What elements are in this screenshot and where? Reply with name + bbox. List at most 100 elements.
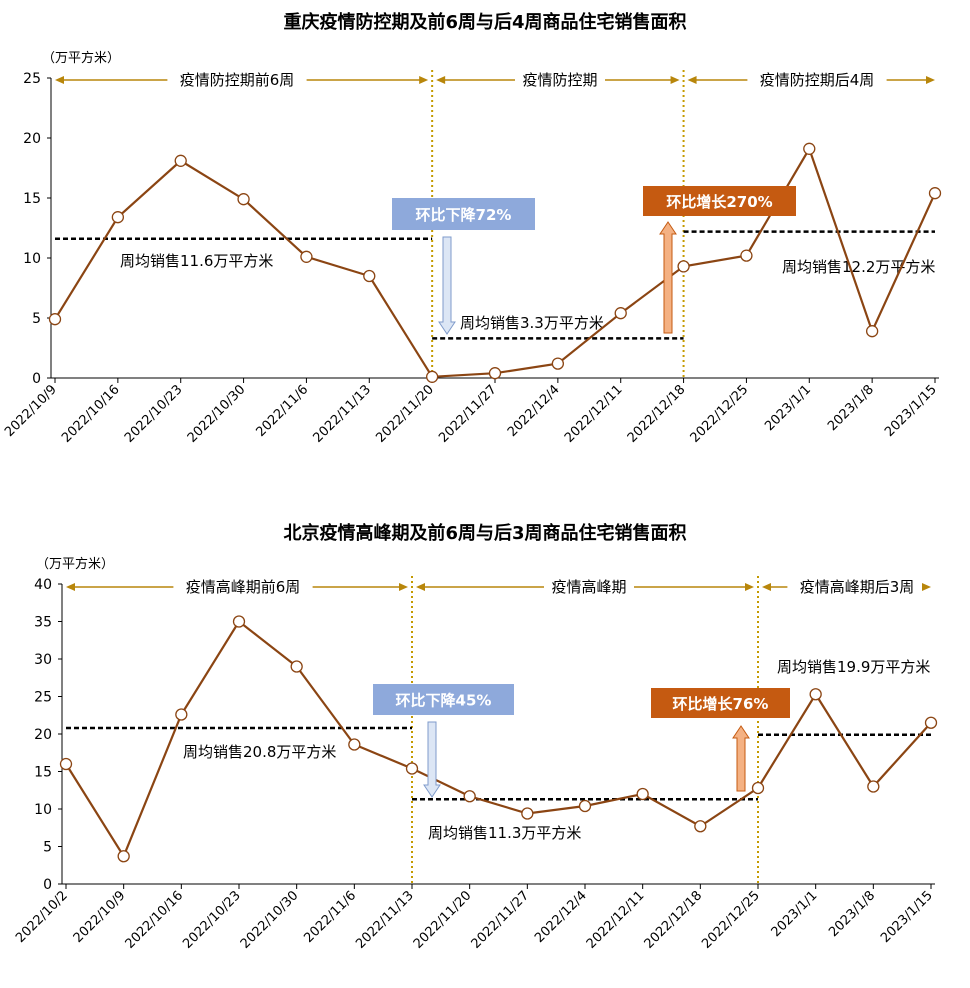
x-tick-label: 2022/12/11 xyxy=(584,888,648,952)
data-point xyxy=(59,757,73,771)
y-tick-label: 30 xyxy=(34,652,52,668)
x-tick-label: 2022/12/18 xyxy=(642,888,706,952)
data-point xyxy=(300,250,313,263)
change-box-down xyxy=(373,684,514,715)
data-point xyxy=(578,799,592,813)
average-label: 周均销售11.6万平方米 xyxy=(120,252,273,270)
x-tick-label: 2022/10/9 xyxy=(2,382,60,440)
x-tick-label: 2022/10/30 xyxy=(185,382,249,446)
period-arrowhead-left xyxy=(687,76,697,84)
data-point xyxy=(348,738,361,751)
period-arrowhead-right xyxy=(926,76,935,84)
x-tick-label: 2022/12/4 xyxy=(505,382,563,440)
x-tick-label: 2023/1/15 xyxy=(878,888,936,946)
chongqing-chart: 重庆疫情防控期及前6周与后4周商品住宅销售面积 （万平方米） 0 5 10 15 20 25 2… xyxy=(2,11,942,446)
beijing-chart: 北京疫情高峰期及前6周与后3周商品住宅销售面积 （万平方米） 0 5 10 15 20 25 3… xyxy=(13,522,938,952)
x-tick-label: 2022/11/20 xyxy=(373,382,437,446)
y-tick-label: 15 xyxy=(34,765,52,781)
period-arrowhead-left xyxy=(66,583,75,591)
y-tick-label: 25 xyxy=(23,71,41,87)
data-point xyxy=(48,313,62,326)
change-arrow-up xyxy=(732,725,750,792)
period-arrowhead-right xyxy=(399,583,408,591)
x-tick-label: 2022/12/18 xyxy=(625,382,689,446)
y-tick-label: 5 xyxy=(43,840,52,856)
change-box-up xyxy=(651,688,790,718)
data-point xyxy=(237,193,250,206)
x-tick-label: 2022/11/13 xyxy=(353,888,417,952)
change-label-up: 环比增长76% xyxy=(673,695,769,713)
change-arrow-down xyxy=(438,236,456,335)
data-point xyxy=(751,781,765,795)
x-tick-label: 2022/10/23 xyxy=(180,888,244,952)
y-tick-label: 5 xyxy=(32,311,41,327)
change-arrow-up xyxy=(659,221,677,334)
period-arrowhead-right xyxy=(419,76,429,84)
data-point xyxy=(867,780,880,793)
data-point xyxy=(551,357,565,370)
data-point xyxy=(488,367,502,380)
x-tick-label: 2022/10/23 xyxy=(122,382,186,446)
period-label: 疫情防控期 xyxy=(522,71,597,89)
data-point xyxy=(865,325,879,338)
x-tick-label: 2022/12/25 xyxy=(699,888,763,952)
change-label-down: 环比下降45% xyxy=(396,692,492,710)
data-point xyxy=(290,660,303,673)
change-label-down: 环比下降72% xyxy=(416,206,512,224)
y-axis-unit-label: （万平方米） xyxy=(36,556,114,572)
data-point xyxy=(636,787,649,801)
y-tick-label: 20 xyxy=(23,131,41,147)
x-tick-label: 2022/12/11 xyxy=(562,382,626,446)
series-line xyxy=(65,619,932,859)
chart-title: 北京疫情高峰期及前6周与后3周商品住宅销售面积 xyxy=(283,522,686,544)
y-tick-label: 20 xyxy=(34,727,52,743)
period-arrowhead-right xyxy=(922,583,931,591)
x-tick-label: 2022/11/27 xyxy=(469,888,533,952)
period-arrowhead-right xyxy=(670,76,680,84)
data-point xyxy=(740,249,753,262)
x-tick-label: 2023/1/1 xyxy=(769,888,821,940)
y-axis-unit-label: （万平方米） xyxy=(42,50,120,66)
change-label-up: 环比增长270% xyxy=(666,193,772,211)
x-tick-label: 2022/10/16 xyxy=(59,382,123,446)
data-point xyxy=(175,708,188,721)
data-point xyxy=(809,688,822,701)
period-label: 疫情高峰期 xyxy=(551,578,626,596)
y-tick-label: 25 xyxy=(34,690,52,706)
average-label: 周均销售11.3万平方米 xyxy=(428,824,581,842)
x-tick-label: 2022/11/20 xyxy=(411,888,475,952)
change-arrow-down xyxy=(423,721,441,798)
x-tick-label: 2022/12/25 xyxy=(688,382,752,446)
y-tick-label: 0 xyxy=(43,877,52,893)
x-tick-label: 2022/11/6 xyxy=(301,888,359,946)
data-point xyxy=(928,187,942,200)
data-point xyxy=(425,370,439,383)
period-label: 疫情防控期前6周 xyxy=(180,71,295,89)
y-tick-label: 10 xyxy=(34,802,52,818)
period-label: 疫情防控期后4周 xyxy=(760,71,875,89)
x-tick-label: 2022/10/2 xyxy=(13,888,71,946)
period-arrowhead-left xyxy=(55,76,64,84)
period-arrowhead-left xyxy=(416,583,425,591)
y-tick-label: 35 xyxy=(34,615,52,631)
data-point xyxy=(803,142,816,155)
y-tick-label: 40 xyxy=(34,577,52,593)
x-tick-label: 2022/10/9 xyxy=(71,888,129,946)
data-point xyxy=(232,615,246,628)
x-tick-label: 2023/1/8 xyxy=(825,382,877,434)
x-tick-label: 2022/10/30 xyxy=(238,888,302,952)
data-point xyxy=(521,807,534,820)
data-point xyxy=(111,211,125,224)
x-tick-label: 2022/10/16 xyxy=(123,888,187,952)
data-point xyxy=(174,154,187,167)
average-label: 周均销售20.8万平方米 xyxy=(183,743,336,761)
data-point xyxy=(614,307,627,320)
x-tick-label: 2023/1/8 xyxy=(826,888,878,940)
period-label: 疫情高峰期前6周 xyxy=(186,578,301,596)
x-tick-label: 2022/11/6 xyxy=(254,382,312,440)
x-tick-label: 2023/1/15 xyxy=(882,382,940,440)
data-point xyxy=(677,260,690,273)
average-label: 周均销售19.9万平方米 xyxy=(777,658,930,676)
change-box-down xyxy=(392,198,535,230)
